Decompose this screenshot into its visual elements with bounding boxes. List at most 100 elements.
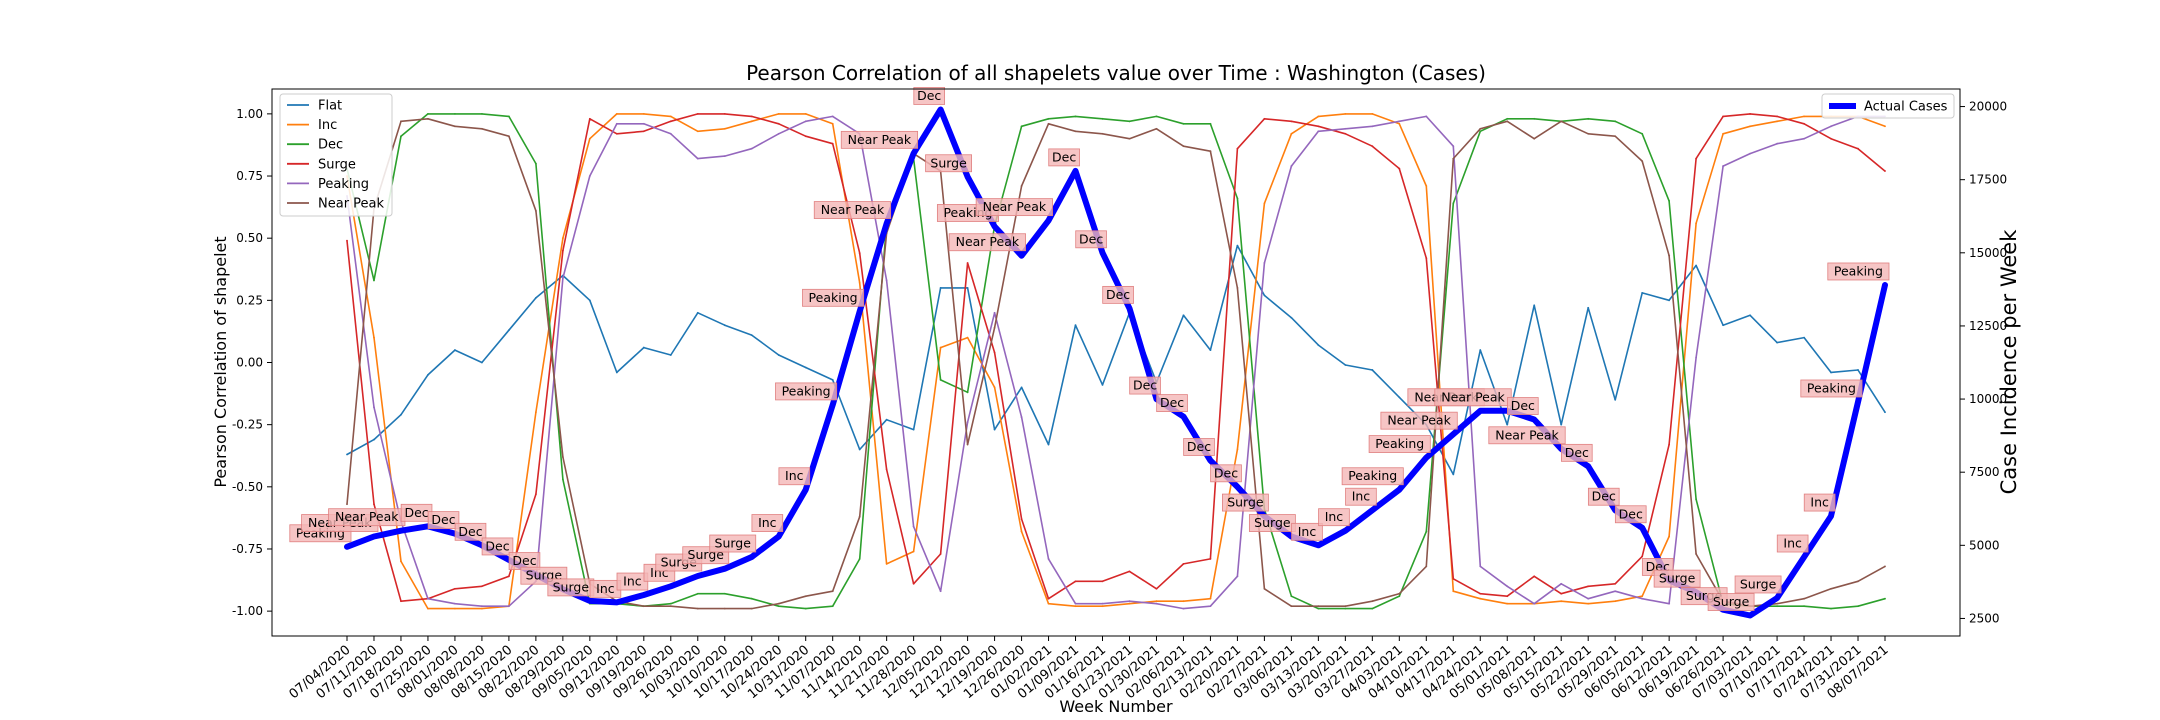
point-actual-cases-44 <box>1531 417 1537 423</box>
point-actual-cases-56 <box>1855 399 1861 405</box>
point-dec-47 <box>1614 120 1617 123</box>
annotation-55: Inc <box>1803 493 1836 512</box>
annotation-label-54: Inc <box>1783 536 1802 551</box>
point-peaking-38 <box>1371 125 1374 128</box>
annotation-39: Peaking <box>1341 467 1404 486</box>
point-near-peak-17 <box>804 595 807 598</box>
point-dec-19 <box>858 558 861 560</box>
annotation-label-21: Near Peak <box>848 132 912 147</box>
point-near-peak-42 <box>1479 127 1482 130</box>
point-near-peak-8 <box>561 456 564 458</box>
point-inc-54 <box>1803 115 1805 118</box>
annotation-15: Surge <box>709 534 757 553</box>
point-flat-43 <box>1506 423 1509 426</box>
point-peaking-45 <box>1560 582 1563 585</box>
point-dec-38 <box>1371 607 1374 610</box>
point-near-peak-32 <box>1209 150 1212 153</box>
point-near-peak-38 <box>1371 600 1374 603</box>
annotation-31: Dec <box>1156 394 1188 413</box>
point-flat-26 <box>1047 443 1050 446</box>
point-inc-40 <box>1425 185 1428 187</box>
point-peaking-26 <box>1047 558 1050 560</box>
point-surge-30 <box>1155 587 1158 590</box>
annotation-box-20 <box>813 201 892 219</box>
ytick-label: 0.75 <box>236 169 263 183</box>
annotation-label-15: Surge <box>715 536 752 551</box>
point-surge-48 <box>1641 555 1644 558</box>
point-dec-41 <box>1452 202 1455 205</box>
point-flat-57 <box>1884 411 1886 414</box>
annotation-box-38 <box>1345 487 1377 506</box>
point-actual-cases-57 <box>1882 282 1888 288</box>
point-near-peak-31 <box>1182 145 1185 148</box>
annotation-label-27: Dec <box>1052 149 1076 164</box>
chart-title: Pearson Correlation of all shapelets val… <box>746 61 1486 85</box>
point-flat-18 <box>831 379 834 381</box>
point-flat-10 <box>615 371 618 374</box>
point-flat-53 <box>1776 341 1778 344</box>
annotation-box-53 <box>1734 575 1782 594</box>
point-flat-37 <box>1344 364 1347 366</box>
point-inc-49 <box>1668 535 1671 538</box>
point-near-peak-54 <box>1803 597 1805 600</box>
point-inc-45 <box>1560 600 1563 603</box>
annotation-box-56 <box>1800 379 1863 398</box>
point-surge-5 <box>481 585 483 588</box>
point-dec-28 <box>1101 117 1104 120</box>
annotation-30: Dec <box>1129 376 1161 395</box>
point-peaking-9 <box>588 175 591 177</box>
point-dec-27 <box>1074 115 1077 118</box>
point-flat-3 <box>427 374 429 376</box>
point-dec-22 <box>939 379 942 381</box>
ytick-label: 0.00 <box>236 356 263 370</box>
point-near-peak-35 <box>1290 605 1293 608</box>
annotation-label-48: Dec <box>1619 506 1643 521</box>
point-flat-55 <box>1830 371 1832 374</box>
point-actual-cases-25 <box>1019 253 1025 259</box>
annotation-4: Dec <box>427 511 460 530</box>
point-actual-cases-36 <box>1315 542 1321 548</box>
point-inc-31 <box>1182 600 1185 603</box>
point-dec-2 <box>400 135 402 138</box>
series-line-flat <box>346 244 1886 476</box>
annotation-25: Near Peak <box>948 233 1026 252</box>
annotation-22: Dec <box>913 87 946 105</box>
point-near-peak-47 <box>1614 135 1617 138</box>
point-actual-cases-48 <box>1639 525 1645 531</box>
point-inc-4 <box>454 607 456 610</box>
point-peaking-16 <box>777 132 780 135</box>
point-surge-10 <box>615 132 618 135</box>
point-actual-cases-22 <box>938 106 944 112</box>
point-peaking-15 <box>750 147 753 150</box>
point-peaking-51 <box>1722 165 1725 167</box>
point-actual-cases-38 <box>1369 507 1375 513</box>
point-near-peak-4 <box>454 125 456 128</box>
annotation-11: Inc <box>616 572 649 591</box>
point-flat-19 <box>858 448 861 451</box>
point-flat-52 <box>1749 314 1751 317</box>
point-inc-14 <box>723 127 726 130</box>
annotation-29: Dec <box>1102 285 1134 304</box>
point-peaking-49 <box>1668 602 1671 605</box>
point-flat-28 <box>1101 383 1104 386</box>
point-dec-33 <box>1236 197 1239 200</box>
annotation-box-52 <box>1707 593 1755 611</box>
point-peaking-31 <box>1182 607 1185 610</box>
point-near-peak-0 <box>346 503 348 506</box>
point-inc-36 <box>1317 115 1320 118</box>
annotation-box-41 <box>1380 411 1458 430</box>
point-near-peak-53 <box>1776 602 1778 605</box>
annotation-label-26: Near Peak <box>983 199 1047 214</box>
point-surge-41 <box>1452 577 1455 580</box>
annotation-label-40: Peaking <box>1375 436 1424 451</box>
point-flat-14 <box>723 324 726 327</box>
point-peaking-28 <box>1101 602 1104 605</box>
point-surge-15 <box>750 115 753 118</box>
point-dec-48 <box>1641 132 1644 135</box>
point-flat-36 <box>1317 344 1320 346</box>
annotation-21: Near Peak <box>840 130 919 149</box>
point-near-peak-12 <box>669 605 672 608</box>
point-inc-47 <box>1614 600 1617 603</box>
annotation-label-23: Surge <box>930 155 967 170</box>
point-actual-cases-17 <box>803 487 809 493</box>
